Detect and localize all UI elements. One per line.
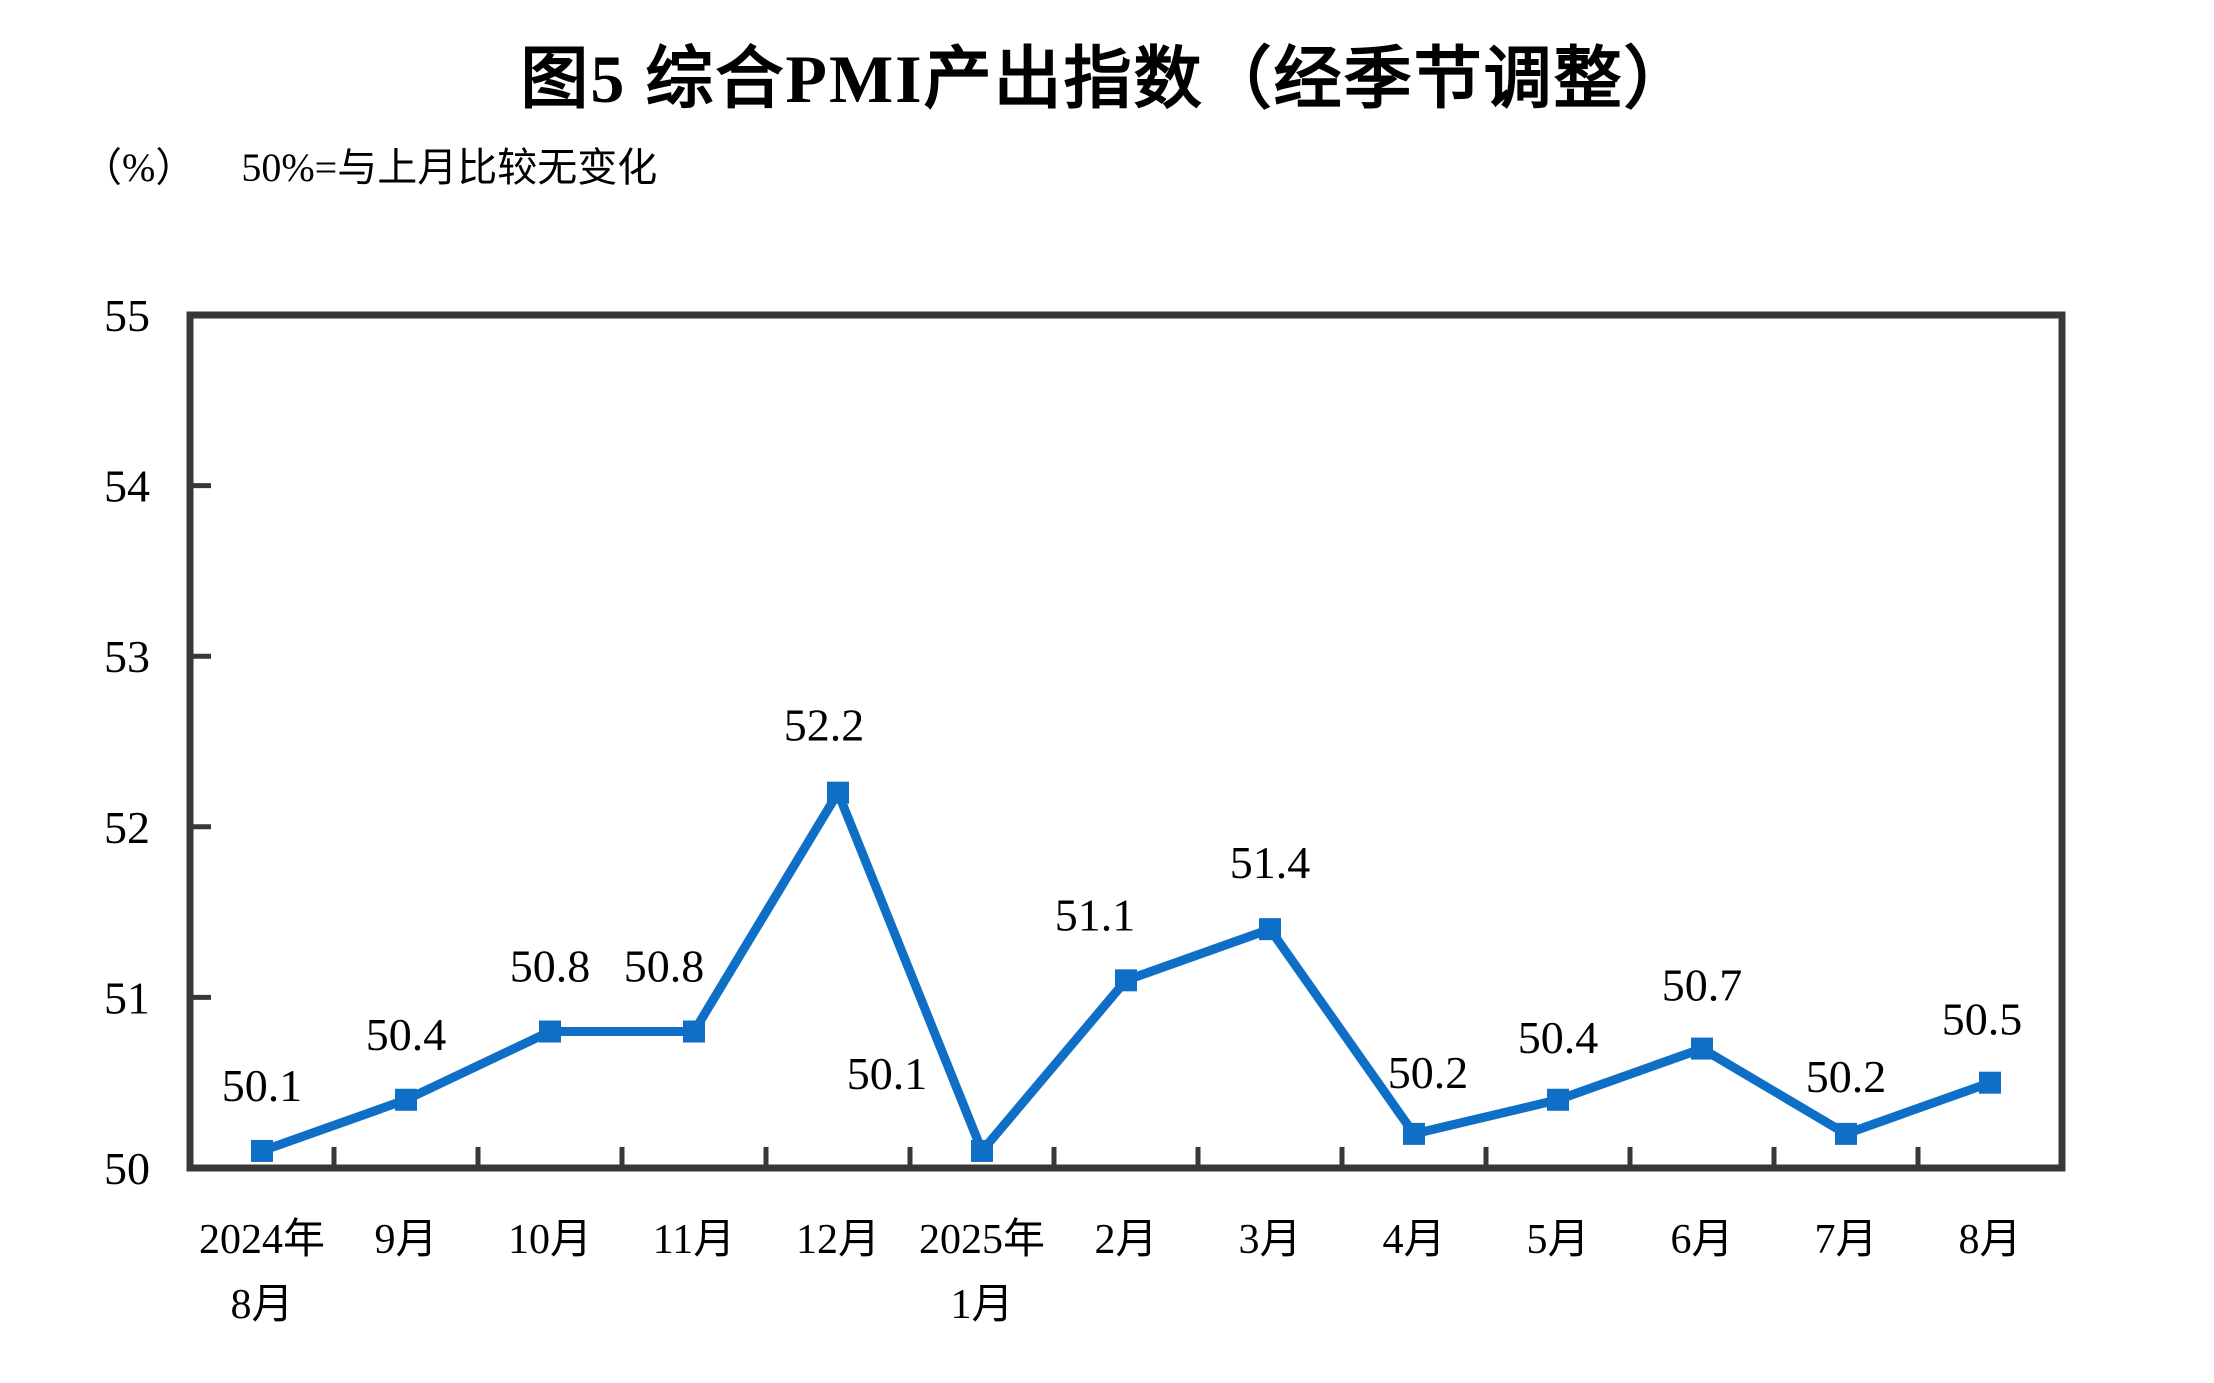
x-axis-label: 2024年 [199,1216,325,1263]
x-axis-label: 3月 [1238,1217,1301,1263]
data-point-label: 50.5 [1942,994,2023,1045]
chart-title: 图5 综合PMI产出指数（经季节调整） [520,41,1694,117]
data-point-marker [1115,969,1137,992]
x-axis-label: 7月 [1814,1217,1877,1263]
data-point-label: 50.4 [366,1009,447,1060]
x-axis-label: 9月 [374,1217,437,1263]
data-point-marker [539,1020,561,1043]
x-axis-label: 6月 [1670,1217,1733,1263]
x-axis-label: 11月 [653,1217,735,1263]
data-point-marker [683,1020,705,1043]
data-point-label: 52.2 [784,700,865,751]
chart-subtitle-row: （%） 50%=与上月比较无变化 [82,146,657,190]
y-axis-label: 53 [104,631,150,682]
x-axis-label: 2月 [1094,1217,1157,1263]
x-axis-label: 5月 [1526,1217,1589,1263]
x-axis-label: 8月 [230,1282,293,1328]
data-point-label: 51.1 [1055,889,1136,940]
x-axis-label: 4月 [1382,1217,1445,1263]
data-point-marker [1259,918,1281,941]
y-axis-label: 54 [104,461,150,512]
x-axis-label: 1月 [950,1282,1013,1328]
data-point-marker [1547,1088,1569,1111]
data-point-marker [251,1139,273,1162]
data-point-marker [827,781,849,804]
data-point-label: 50.2 [1806,1051,1887,1102]
data-point-marker [1691,1037,1713,1060]
data-point-marker [395,1088,417,1111]
x-axis: 2024年 8月 9月 10月 11月 12月 2025年 1月 2月 3月 4月 5月 6月 7月 8月 [199,1147,2022,1328]
data-point-marker [971,1139,993,1162]
data-point-label: 50.8 [510,941,591,992]
x-axis-label: 8月 [1958,1217,2021,1263]
y-axis-label: 50 [104,1143,150,1194]
data-point-label: 50.8 [624,941,705,992]
data-point-label: 50.2 [1388,1047,1469,1098]
data-point-marker [1979,1071,2001,1094]
y-axis: 50 51 52 53 54 55 [104,290,211,1194]
y-axis-label: 55 [104,290,150,341]
baseline-note: 50%=与上月比较无变化 [241,145,658,190]
y-axis-label: 51 [104,972,150,1023]
data-point-label: 50.1 [222,1060,303,1111]
data-point-marker [1403,1122,1425,1145]
y-axis-unit-label: （%） [82,145,196,190]
data-point-label: 51.4 [1230,837,1311,888]
data-point-marker [1835,1122,1857,1145]
x-axis-label: 10月 [508,1217,592,1263]
y-axis-label: 52 [104,802,150,853]
x-axis-label: 2025年 [919,1216,1045,1263]
data-point-label: 50.7 [1662,960,1743,1011]
data-points: 50.1 50.4 50.8 50.8 52.2 50.1 51.1 51.4 50.2 50.4… [222,700,2023,1162]
data-point-label: 50.1 [847,1048,928,1099]
data-point-label: 50.4 [1518,1012,1599,1063]
x-axis-label: 12月 [796,1217,880,1263]
plot-border [186,311,2066,1172]
